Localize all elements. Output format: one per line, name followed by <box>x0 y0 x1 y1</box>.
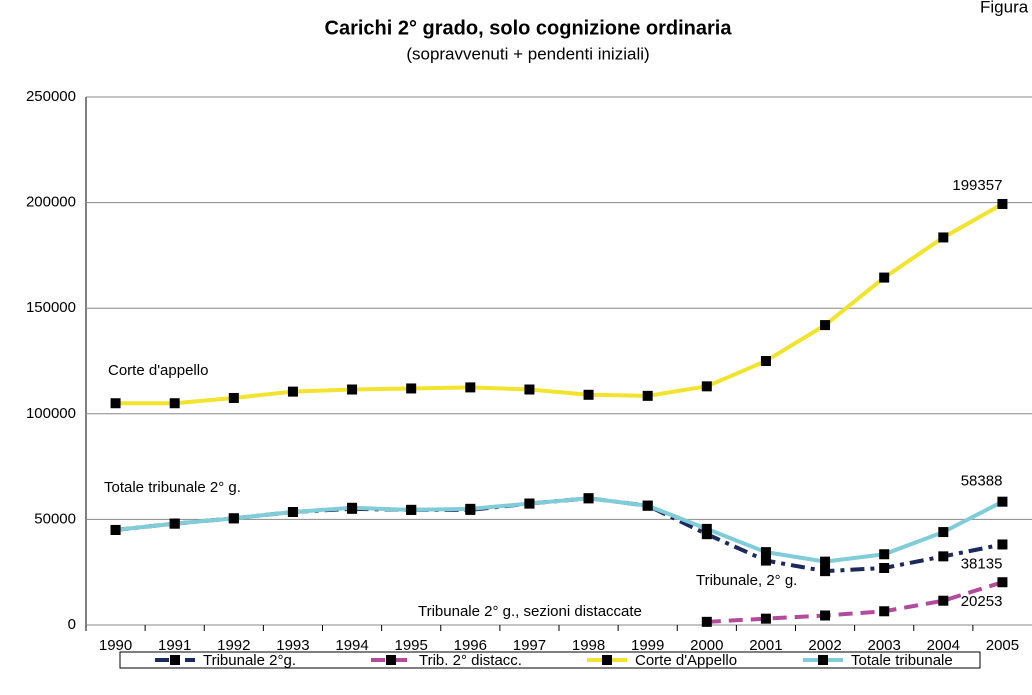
point-marker <box>820 610 831 621</box>
legend-label: Corte d'Appello <box>635 652 737 669</box>
x-tick-label: 1993 <box>276 637 309 654</box>
corner-label: Figura <box>980 0 1029 16</box>
point-marker <box>228 392 239 403</box>
point-marker <box>820 566 831 577</box>
point-marker <box>642 390 653 401</box>
x-tick-label: 1990 <box>99 637 132 654</box>
point-marker <box>169 518 180 529</box>
point-marker <box>583 389 594 400</box>
point-marker <box>938 551 949 562</box>
point-marker <box>465 382 476 393</box>
point-marker <box>997 539 1008 550</box>
point-marker <box>820 556 831 567</box>
data-label: 58388 <box>961 473 1003 490</box>
point-marker <box>701 381 712 392</box>
x-tick-label: 2005 <box>986 637 1019 654</box>
legend-marker <box>818 655 828 665</box>
chart-subtitle: (sopravvenuti + pendenti iniziali) <box>406 44 649 63</box>
point-marker <box>406 383 417 394</box>
y-tick-label: 50000 <box>34 510 76 527</box>
point-marker <box>524 384 535 395</box>
point-marker <box>169 398 180 409</box>
x-tick-label: 1996 <box>454 637 487 654</box>
annotation: Totale tribunale 2° g. <box>104 479 241 496</box>
point-marker <box>760 356 771 366</box>
x-tick-label: 1999 <box>631 637 664 654</box>
data-label: 20253 <box>961 593 1003 610</box>
point-marker <box>760 555 771 566</box>
point-marker <box>760 547 771 558</box>
point-marker <box>228 513 239 524</box>
series-line <box>115 496 1003 574</box>
x-tick-label: 1994 <box>335 637 368 654</box>
point-marker <box>406 504 417 515</box>
legend-label: Tribunale 2°g. <box>203 652 296 669</box>
point-marker <box>997 577 1008 588</box>
point-marker <box>938 527 949 538</box>
legend-marker <box>602 655 612 665</box>
point-marker <box>938 595 949 606</box>
x-tick-label: 2004 <box>927 637 960 654</box>
point-marker <box>997 198 1008 209</box>
point-marker <box>465 503 476 514</box>
point-marker <box>347 384 358 395</box>
x-tick-label: 1995 <box>395 637 428 654</box>
point-marker <box>701 616 712 627</box>
legend-marker <box>170 655 180 665</box>
point-marker <box>287 507 298 518</box>
y-tick-label: 150000 <box>26 299 76 316</box>
x-tick-label: 1991 <box>158 637 191 654</box>
x-tick-label: 1998 <box>572 637 605 654</box>
x-tick-label: 2003 <box>868 637 901 654</box>
point-marker <box>701 529 712 540</box>
x-tick-label: 2002 <box>808 637 841 654</box>
point-marker <box>760 613 771 624</box>
x-tick-label: 2001 <box>749 637 782 654</box>
point-marker <box>879 272 890 283</box>
point-marker <box>701 523 712 534</box>
legend-marker <box>386 655 396 665</box>
point-marker <box>347 502 358 513</box>
point-marker <box>879 606 890 617</box>
point-marker <box>110 398 121 409</box>
point-marker <box>287 386 298 397</box>
point-marker <box>583 493 594 504</box>
y-tick-label: 100000 <box>26 405 76 422</box>
point-marker <box>110 524 121 535</box>
chart-title: Carichi 2° grado, solo cognizione ordina… <box>325 17 733 39</box>
series-line <box>115 202 1004 406</box>
data-label: 199357 <box>952 177 1002 194</box>
point-marker <box>879 549 890 560</box>
annotation: Tribunale 2° g., sezioni distaccate <box>418 603 642 620</box>
legend-label: Totale tribunale <box>851 652 953 669</box>
x-tick-label: 1992 <box>217 637 250 654</box>
x-tick-label: 1997 <box>513 637 546 654</box>
annotation: Tribunale, 2° g. <box>696 572 797 589</box>
point-marker <box>524 498 535 509</box>
series-line <box>706 580 1004 624</box>
x-tick-label: 2000 <box>690 637 723 654</box>
point-marker <box>938 232 949 243</box>
point-marker <box>820 320 831 331</box>
point-marker <box>642 500 653 511</box>
legend-label: Trib. 2° distacc. <box>419 652 522 669</box>
data-label: 38135 <box>961 555 1003 572</box>
y-tick-label: 200000 <box>26 194 76 211</box>
y-tick-label: 250000 <box>26 88 76 105</box>
series-line <box>115 496 1004 564</box>
point-marker <box>997 496 1008 507</box>
point-marker <box>879 562 890 573</box>
annotation: Corte d'appello <box>108 362 208 379</box>
legend-box <box>119 651 981 669</box>
y-tick-label: 0 <box>68 616 76 633</box>
